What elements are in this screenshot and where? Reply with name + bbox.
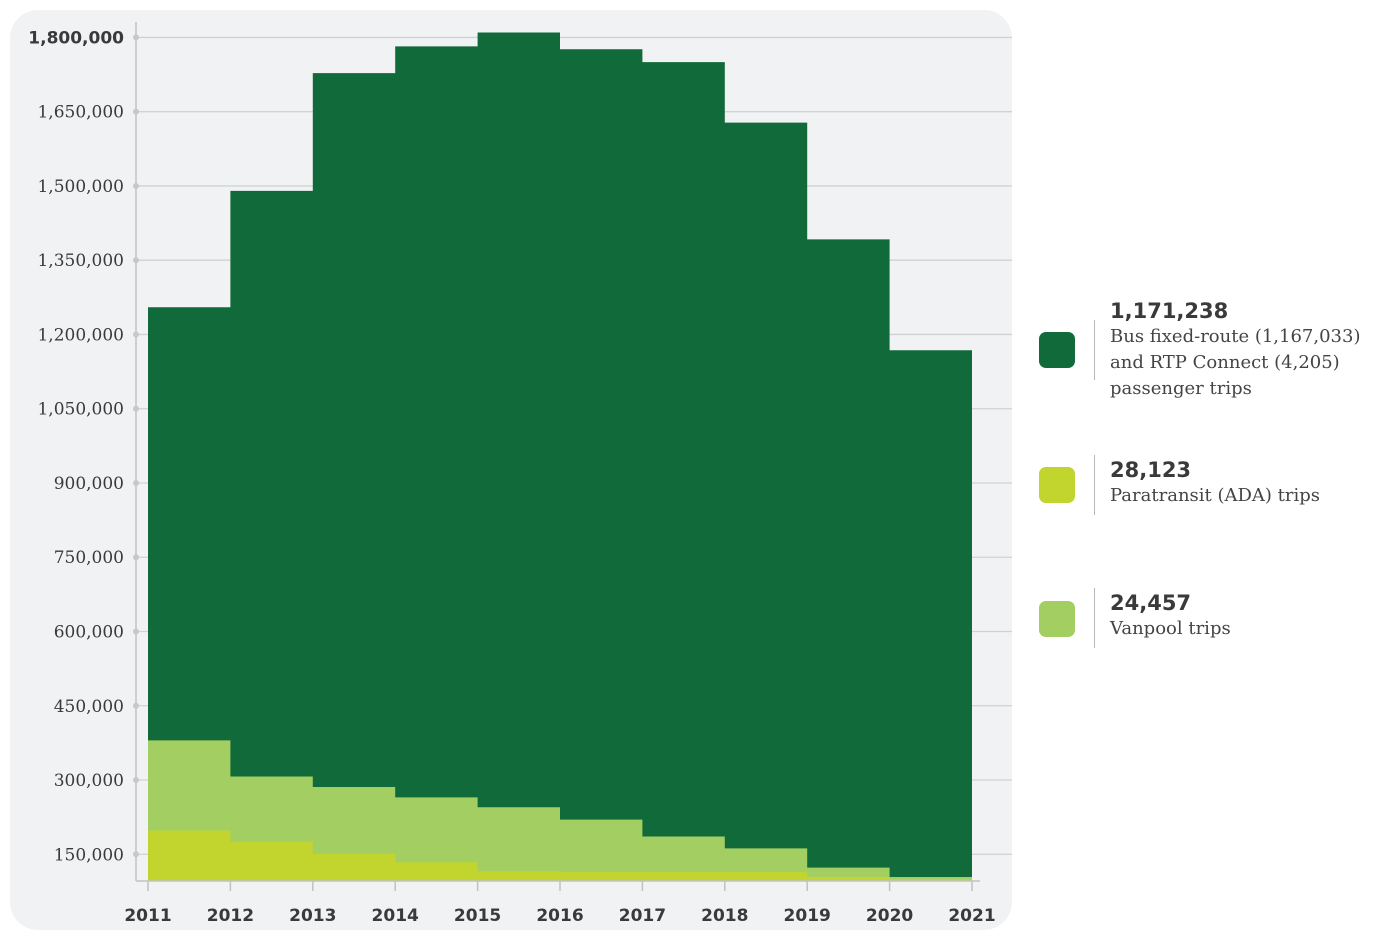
axes [133, 22, 980, 891]
legend-swatch-paratransit [1039, 467, 1075, 503]
x-tick-label: 2014 [372, 906, 419, 926]
x-tick-label: 2019 [784, 906, 831, 926]
y-tick-label: 1,800,000 [28, 28, 124, 48]
legend-item-paratransit: 28,123 Paratransit (ADA) trips [1030, 450, 1400, 520]
legend-description-vanpool: Vanpool trips [1110, 618, 1231, 639]
y-tick-label: 1,350,000 [37, 251, 124, 271]
y-tick-dot [133, 108, 139, 115]
legend-text-bus: 1,171,238 Bus fixed-route (1,167,033) an… [1110, 298, 1400, 402]
x-tick-label: 2015 [454, 906, 501, 926]
y-tick-dot [133, 479, 139, 486]
x-tick-label: 2011 [124, 906, 171, 926]
x-tick-label: 2020 [866, 906, 913, 926]
y-tick-label: 750,000 [54, 548, 124, 568]
y-tick-label: 300,000 [54, 771, 124, 791]
legend-item-vanpool: 24,457 Vanpool trips [1030, 584, 1400, 654]
chart: 150,000 300,000 450,000 600,000 750,000 900,0… [28, 22, 1012, 926]
legend-value-bus: 1,171,238 [1110, 299, 1229, 323]
y-tick-label: 1,650,000 [37, 103, 124, 123]
legend-divider [1094, 588, 1095, 648]
y-tick-dot [133, 257, 139, 264]
legend-value-vanpool: 24,457 [1110, 591, 1192, 615]
y-tick-dot [133, 405, 139, 412]
y-tick-dot [133, 182, 139, 189]
y-tick-label: 900,000 [54, 474, 124, 494]
y-tick-label: 450,000 [54, 697, 124, 717]
legend-swatch-vanpool [1039, 601, 1075, 637]
x-tick-label: 2012 [207, 906, 254, 926]
y-tick-dot [133, 554, 139, 561]
area-vanpool [148, 740, 972, 881]
y-tick-label: 1,500,000 [37, 177, 124, 197]
legend-divider [1094, 455, 1095, 515]
stacked-step-areas [148, 32, 972, 881]
y-tick-dot [133, 851, 139, 858]
area-paratransit [148, 830, 972, 881]
legend-description-bus: Bus fixed-route (1,167,033) and RTP Conn… [1110, 326, 1361, 399]
y-tick-dot [133, 777, 139, 784]
area-bus [148, 32, 972, 881]
x-tick-label: 2021 [948, 906, 995, 926]
y-tick-label: 1,050,000 [37, 400, 124, 420]
y-tick-dot [133, 628, 139, 635]
legend-description-paratransit: Paratransit (ADA) trips [1110, 485, 1321, 506]
legend: 1,171,238 Bus fixed-route (1,167,033) an… [1030, 0, 1400, 933]
y-axis-tick-labels: 150,000 300,000 450,000 600,000 750,000 900,0… [28, 28, 124, 865]
y-tick-label: 150,000 [54, 845, 124, 865]
legend-item-bus: 1,171,238 Bus fixed-route (1,167,033) an… [1030, 290, 1400, 410]
y-tick-dot [133, 702, 139, 709]
legend-text-paratransit: 28,123 Paratransit (ADA) trips [1110, 457, 1400, 509]
x-tick-label: 2018 [701, 906, 748, 926]
x-tick-label: 2016 [536, 906, 583, 926]
legend-value-paratransit: 28,123 [1110, 458, 1192, 482]
x-tick-label: 2013 [289, 906, 336, 926]
legend-text-vanpool: 24,457 Vanpool trips [1110, 590, 1400, 642]
y-tick-label: 1,200,000 [37, 325, 124, 345]
x-axis-tick-labels: 2011 2012 2013 2014 2015 2016 2017 2018 2019 2020… [124, 906, 995, 926]
legend-swatch-bus [1039, 332, 1075, 368]
legend-divider [1094, 320, 1095, 380]
x-tick-label: 2017 [619, 906, 666, 926]
y-tick-dot [133, 331, 139, 338]
y-tick-dot [133, 34, 139, 41]
y-tick-label: 600,000 [54, 622, 124, 642]
